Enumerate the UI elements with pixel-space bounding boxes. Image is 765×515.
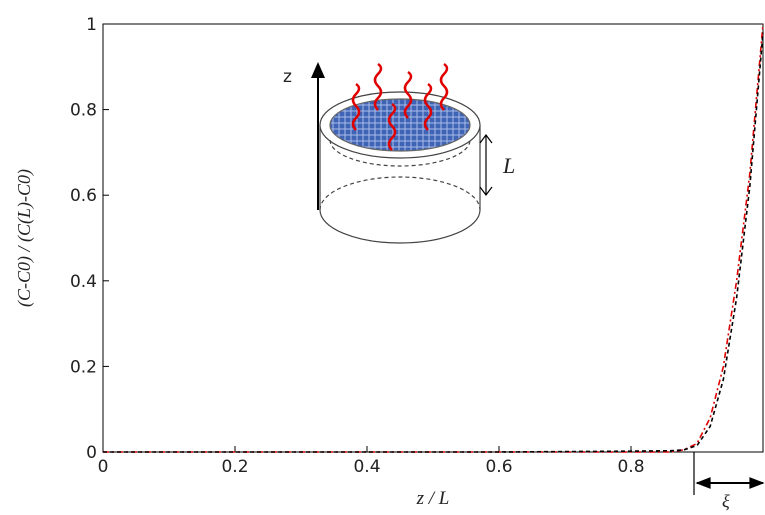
x-axis-label: z / L — [416, 488, 450, 509]
y-tick-label: 0.2 — [70, 357, 97, 377]
y-tick-label: 0.4 — [70, 272, 97, 292]
curve — [103, 32, 764, 453]
curve — [103, 23, 764, 453]
l-label: L — [502, 153, 515, 178]
y-tick-label: 0.6 — [70, 186, 97, 206]
z-label: z — [283, 67, 292, 87]
xi-marker — [693, 452, 765, 495]
y-tick-label: 0 — [86, 443, 97, 463]
x-tick-label: 0.4 — [353, 457, 380, 477]
y-axis-label: (C-C0) / (C(L)-C0) — [14, 169, 35, 307]
x-tick-label: 0.6 — [485, 457, 512, 477]
xi-label: ξ — [722, 491, 730, 511]
y-tick-label: 0.8 — [70, 101, 97, 121]
cylinder-illustration — [311, 62, 493, 244]
y-tick-label: 1 — [86, 15, 97, 35]
x-tick-label: 0.8 — [617, 457, 644, 477]
plot-frame — [102, 23, 764, 453]
x-tick-label: 0 — [98, 457, 109, 477]
x-tick-label: 0.2 — [221, 457, 248, 477]
